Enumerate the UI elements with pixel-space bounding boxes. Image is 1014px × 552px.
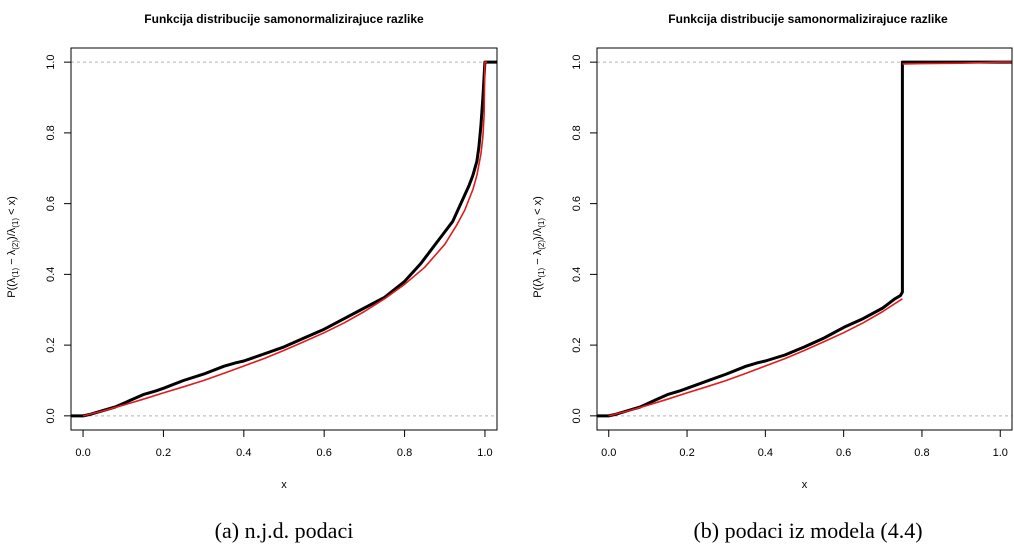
y-axis-label-subscript: (1) [11,218,20,228]
y-tick-label: 0.0 [45,408,57,423]
y-axis-label-part: < x) [532,196,544,218]
figure-caption: (a) n.j.d. podaci [215,518,354,543]
x-tick-label: 0.6 [317,447,332,459]
plot-frame [70,47,498,431]
y-tick-label: 0.0 [571,408,583,423]
y-axis-label: P((λ(1) − λ(2))/λ(1) < x) [532,196,546,298]
plot-frame [596,47,1013,431]
y-tick-label: 0.6 [45,196,57,211]
x-axis-label: x [802,479,808,491]
y-axis-label: P((λ(1) − λ(2))/λ(1) < x) [6,196,20,298]
y-tick-label: 1.0 [571,54,583,69]
empirical-cdf-line [597,60,1012,418]
y-axis-label-part: − λ [6,249,18,268]
x-tick-label: 0.2 [679,447,694,459]
x-tick-label: 0.8 [914,447,929,459]
y-tick-label: 0.2 [45,337,57,352]
chart-title: Funkcija distribucije samonormalizirajuc… [144,12,424,26]
x-tick-label: 0.4 [758,447,773,459]
y-axis-label-subscript: (2) [537,240,546,250]
y-tick-label: 0.4 [571,267,583,282]
y-axis-label-subscript: (1) [11,267,20,277]
theoretical-cdf-line [82,61,487,417]
x-tick-label: 0.0 [601,447,616,459]
y-tick-label: 0.2 [571,337,583,352]
x-axis-label: x [281,479,287,491]
chart-title: Funkcija distribucije samonormalizirajuc… [668,12,948,26]
x-tick-label: 0.2 [156,447,171,459]
y-axis-label-part: )/λ [532,227,544,240]
x-tick-label: 1.0 [477,447,492,459]
y-tick-label: 0.6 [571,196,583,211]
chart-panel-a: Funkcija distribucije samonormalizirajuc… [6,12,498,543]
x-tick-label: 0.4 [236,447,251,459]
theoretical-cdf-line [608,298,903,417]
chart-panel-b: Funkcija distribucije samonormalizirajuc… [532,12,1013,543]
y-axis-label-part: < x) [6,196,18,218]
y-tick-label: 0.4 [45,267,57,282]
y-axis-label-part: P((λ [6,277,18,298]
x-tick-label: 0.8 [397,447,412,459]
figure-caption: (b) podaci iz modela (4.4) [693,518,922,543]
y-tick-label: 0.8 [45,125,57,140]
y-axis-label-part: P((λ [532,277,544,298]
x-tick-label: 0.6 [836,447,851,459]
y-axis-label-subscript: (1) [537,218,546,228]
x-tick-label: 0.0 [75,447,90,459]
y-axis-label-subscript: (2) [11,240,20,250]
y-tick-label: 1.0 [45,54,57,69]
y-axis-label-part: )/λ [6,227,18,240]
theoretical-cdf-line [902,61,1012,65]
empirical-cdf-line [71,60,497,418]
y-axis-label-subscript: (1) [537,267,546,277]
y-axis-label-part: − λ [532,249,544,268]
y-tick-label: 0.8 [571,125,583,140]
x-tick-label: 1.0 [993,447,1008,459]
